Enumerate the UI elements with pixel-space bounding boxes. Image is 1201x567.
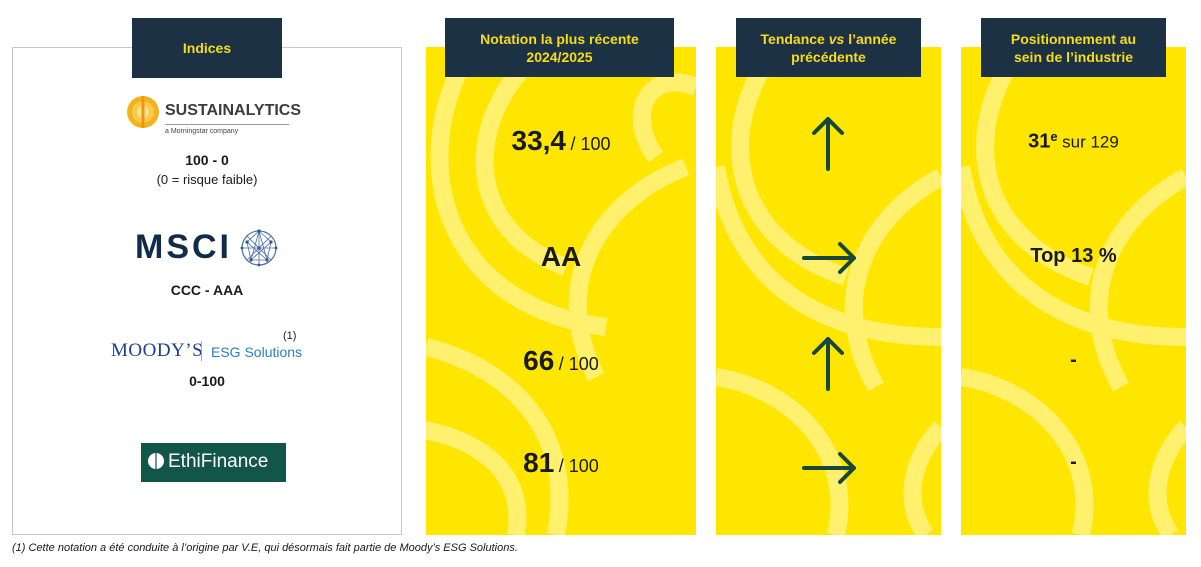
sustainalytics-scale-range: 100 - 0 <box>185 152 229 168</box>
rating-moodys: 66 / 100 <box>426 345 696 377</box>
ethifinance-emblem-icon <box>148 453 164 469</box>
header-rating-line1: Notation la plus récente <box>480 30 639 47</box>
trend-msci-arrow-right-icon <box>802 242 856 274</box>
moodys-scale: 0-100 <box>13 373 401 389</box>
position-sustainalytics-rank: 31 <box>1028 130 1051 153</box>
ethifinance-wordmark: EthiFinance <box>168 451 269 472</box>
sustainalytics-scale-note: (0 = risque faible) <box>156 172 258 187</box>
position-msci-value: Top 13 % <box>1030 245 1117 267</box>
header-rating: Notation la plus récente 2024/2025 <box>445 18 674 77</box>
rating-moodys-value: 66 <box>523 345 555 376</box>
sustainalytics-wordmark: SUSTAINALYTICS <box>165 102 302 119</box>
rating-sustainalytics: 33,4 / 100 <box>426 125 696 157</box>
header-position-line2: sein de l’industrie <box>1013 48 1134 65</box>
position-sustainalytics: 31e sur 129 <box>961 129 1186 153</box>
rating-msci-value: AA <box>540 241 582 272</box>
msci-scale-range: CCC - AAA <box>170 282 244 298</box>
swirl-pattern <box>961 47 1186 535</box>
trend-moodys-arrow-up-icon <box>812 337 844 391</box>
sustainalytics-subtitle: a Morningstar company <box>165 128 239 135</box>
header-trend-post: l’année <box>844 30 897 47</box>
sustainalytics-divider <box>165 124 289 125</box>
rating-moodys-suffix: / 100 <box>558 354 599 374</box>
position-sustainalytics-suffix: sur 129 <box>1062 132 1119 152</box>
header-trend: Tendance vs l’année précédente <box>736 18 921 77</box>
rating-ethifinance-suffix: / 100 <box>558 456 599 476</box>
rating-panel: 33,4 / 100 AA 66 / 100 81 / 100 <box>426 47 696 535</box>
header-indices-label: Indices <box>182 40 232 56</box>
indices-column: SUSTAINALYTICS a Morningstar company 100… <box>12 47 402 535</box>
moodys-divider <box>201 341 202 361</box>
moodys-scale-range: 0-100 <box>189 373 225 389</box>
trend-ethifinance-arrow-right-icon <box>802 452 856 484</box>
moodys-logo: MOODY’S ESG Solutions (1) <box>111 330 321 361</box>
footnote: (1) Cette notation a été conduite à l’or… <box>12 542 518 554</box>
header-trend-pre: Tendance <box>760 30 829 47</box>
trend-sustainalytics-arrow-up-icon <box>812 117 844 171</box>
rating-ethifinance: 81 / 100 <box>426 447 696 479</box>
header-trend-vs: vs <box>828 30 845 47</box>
moodys-esg-wordmark: ESG Solutions <box>211 344 303 360</box>
sustainalytics-logo: SUSTAINALYTICS a Morningstar company <box>125 92 301 142</box>
sustainalytics-emblem-icon <box>127 96 159 128</box>
header-indices: Indices <box>132 18 282 78</box>
trend-panel <box>716 47 941 535</box>
position-ethifinance: - <box>961 451 1186 474</box>
msci-logo: MSCI <box>135 228 285 270</box>
position-panel: 31e sur 129 Top 13 % - - <box>961 47 1186 535</box>
moodys-footnote-ref: (1) <box>283 330 297 342</box>
moodys-wordmark: MOODY’S <box>111 340 204 361</box>
header-rating-line2: 2024/2025 <box>526 48 593 65</box>
rating-msci: AA <box>426 241 696 273</box>
header-position: Positionnement au sein de l’industrie <box>981 18 1166 77</box>
sustainalytics-scale: 100 - 0 <box>13 152 401 168</box>
position-sustainalytics-sup: e <box>1050 129 1058 144</box>
rating-sustainalytics-suffix: / 100 <box>570 134 611 154</box>
msci-scale: CCC - AAA <box>13 282 401 298</box>
header-trend-line1: Tendance vs l’année <box>761 30 897 48</box>
ethifinance-logo: EthiFinance <box>141 443 286 482</box>
header-position-line1: Positionnement au <box>1010 30 1137 47</box>
rating-sustainalytics-value: 33,4 <box>511 125 567 156</box>
position-msci: Top 13 % <box>961 245 1186 268</box>
msci-wordmark: MSCI <box>135 228 232 266</box>
position-moodys-value: - <box>1070 349 1077 371</box>
rating-ethifinance-value: 81 <box>523 447 555 478</box>
position-moodys: - <box>961 349 1186 372</box>
msci-globe-icon <box>240 229 278 267</box>
header-trend-line2: précédente <box>791 48 866 65</box>
position-ethifinance-value: - <box>1070 451 1077 473</box>
